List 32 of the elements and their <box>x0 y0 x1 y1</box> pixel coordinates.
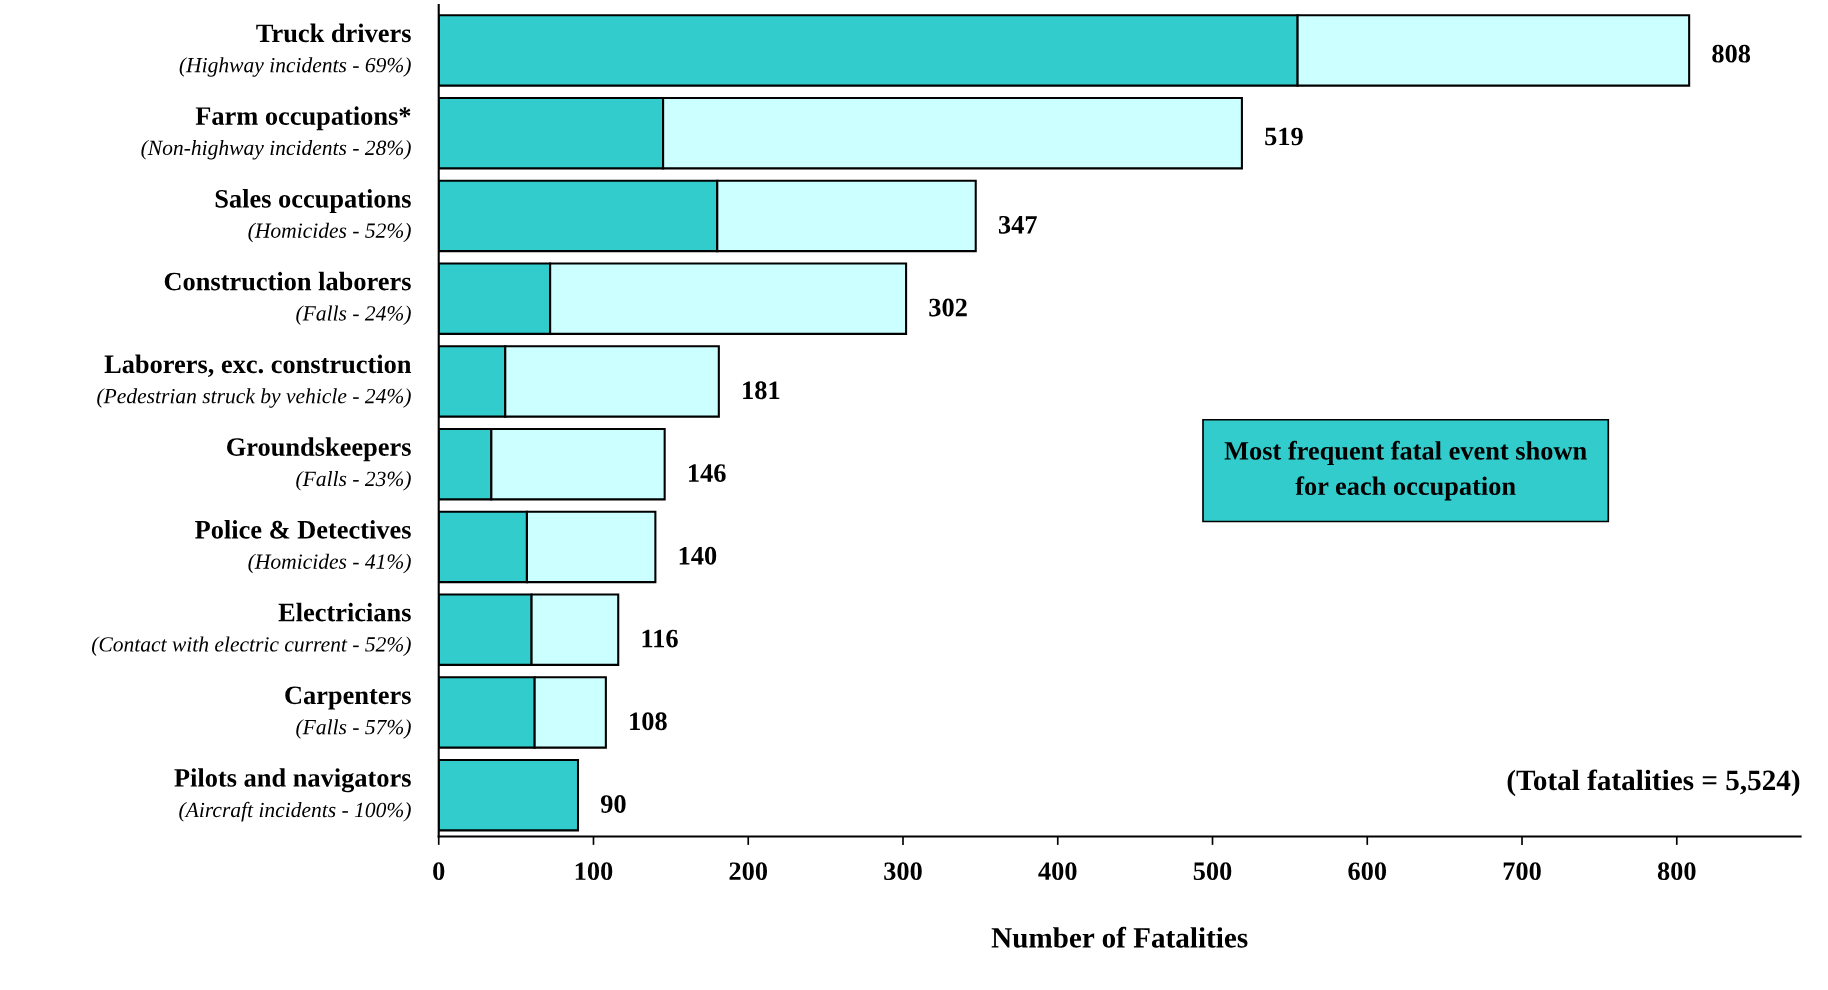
total-label: 808 <box>1712 44 1751 63</box>
y-tick-label: Police & Detectives (Homicides - 41%) <box>195 520 411 574</box>
y-tick-label: Laborers, exc. construction (Pedestrian struck by vehicle - 24%) <box>97 354 412 408</box>
y-tick-label: Pilots and navigators (Aircraft incidents - 100%) <box>174 768 411 822</box>
total-label: 347 <box>998 215 1037 234</box>
x-tick-label: 400 <box>1038 862 1077 881</box>
y-tick-label: Construction laborers (Falls - 24%) <box>164 271 411 326</box>
total-label: 140 <box>679 546 717 565</box>
x-tick-label: 700 <box>1503 862 1541 881</box>
x-tick-label: 300 <box>884 862 922 881</box>
x-tick-label: 500 <box>1193 862 1232 881</box>
x-tick-label: 200 <box>729 862 768 881</box>
y-tick-label: Sales occupations (Homicides - 52%) <box>215 189 411 243</box>
total-label: 302 <box>929 298 967 317</box>
x-tick-label: 0 <box>433 862 445 881</box>
annotation: (Total fatalities = 5,524) <box>1507 769 1800 797</box>
total-label: 90 <box>600 795 626 813</box>
y-tick-label: Truck drivers (Highway incidents - 69%) <box>179 23 411 77</box>
total-label: 519 <box>1265 127 1303 146</box>
x-tick-label: 800 <box>1657 862 1696 881</box>
y-tick-label: Groundskeepers (Falls - 23%) <box>227 437 411 491</box>
total-label: 181 <box>743 381 780 400</box>
x-tick-label: 100 <box>575 862 613 881</box>
y-tick-label: Electricians (Contact with electric current - 52%) <box>91 602 411 656</box>
x-tick-label: 600 <box>1348 862 1387 881</box>
annotation: Most frequent fatal event shown for each occupation <box>1224 440 1587 501</box>
total-label: 146 <box>689 464 726 482</box>
total-label: 108 <box>630 712 667 731</box>
total-label: 116 <box>642 629 678 648</box>
x-axis-title: Number of Fatalities <box>991 926 1248 948</box>
y-tick-label: Carpenters (Falls - 57%) <box>285 686 411 739</box>
y-tick-label: Farm occupations* (Non-highway incidents - 28%) <box>141 106 411 160</box>
